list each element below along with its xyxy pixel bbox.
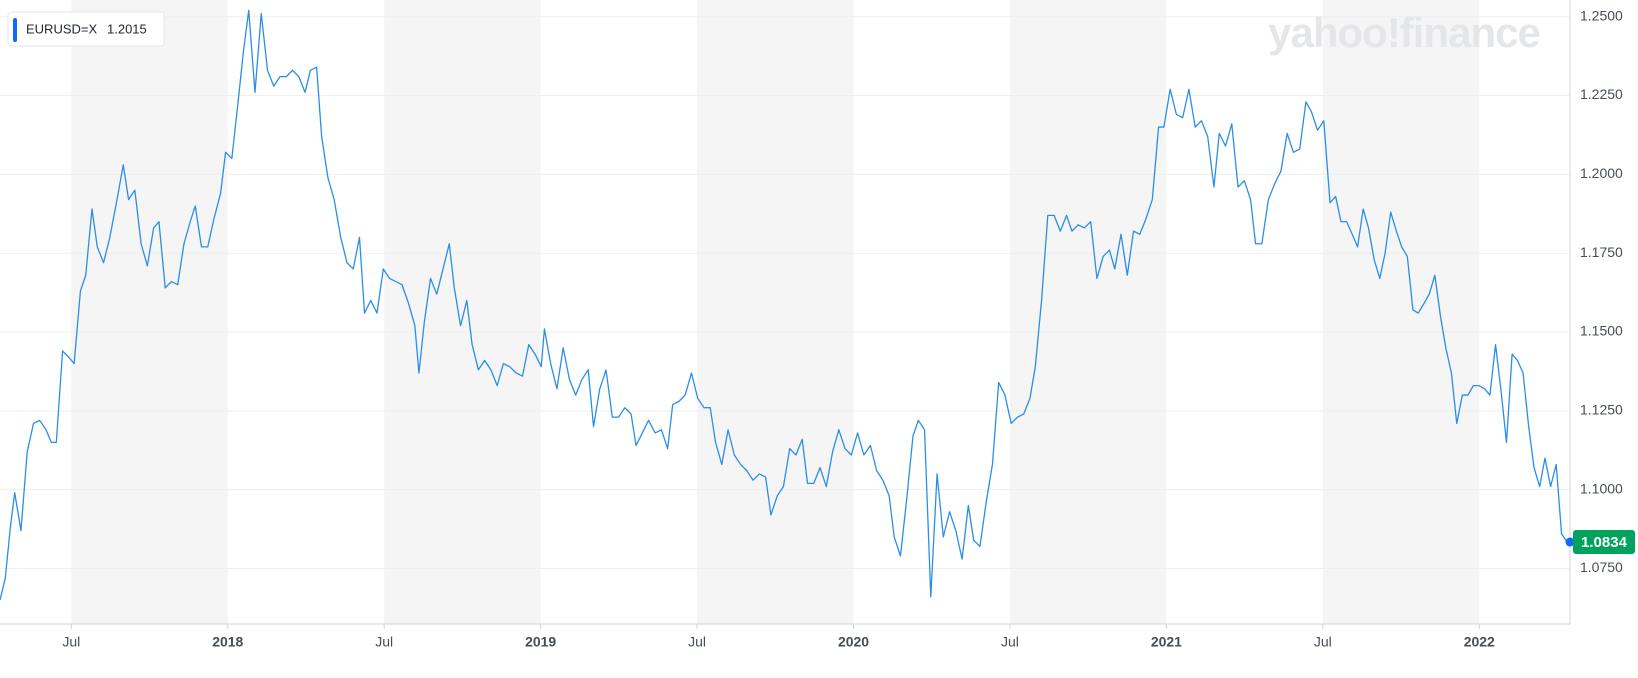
current-price-badge xyxy=(1573,530,1635,555)
x-tick-label: 2018 xyxy=(212,634,243,650)
plot: 1.0834 xyxy=(0,9,1635,601)
x-tick-label: Jul xyxy=(375,634,393,650)
x-tick-label: Jul xyxy=(688,634,706,650)
x-tick-label: Jul xyxy=(1314,634,1332,650)
y-tick-label: 1.1000 xyxy=(1580,480,1623,496)
watermark: yahoo!finance xyxy=(1268,9,1540,56)
legend-box xyxy=(7,11,165,47)
current-price-dot xyxy=(1565,537,1575,547)
legend: EURUSD=X 1.2015 xyxy=(7,11,165,47)
legend-value: 1.2015 xyxy=(107,21,147,36)
shaded-period xyxy=(71,0,228,624)
x-tick-label: 2020 xyxy=(838,634,869,650)
x-tick-label: 2021 xyxy=(1151,634,1182,650)
current-price-label: 1.0834 xyxy=(1581,534,1628,551)
shaded-period xyxy=(384,0,541,624)
period-shading xyxy=(71,0,1480,624)
x-tick-label: Jul xyxy=(1001,634,1019,650)
shaded-period xyxy=(1322,0,1480,624)
x-tick-label: 2022 xyxy=(1464,634,1495,650)
y-tick-label: 1.1250 xyxy=(1580,402,1623,418)
shaded-period xyxy=(697,0,854,624)
y-tick-label: 1.2000 xyxy=(1580,165,1623,181)
y-tick-label: 1.1500 xyxy=(1580,323,1623,339)
shaded-period xyxy=(1009,0,1167,624)
x-tick-label: Jul xyxy=(62,634,80,650)
price-line xyxy=(0,9,1568,601)
y-tick-label: 1.0750 xyxy=(1580,559,1623,575)
legend-name: EURUSD=X xyxy=(26,21,97,36)
grid: 1.0750 1.1000 1.1250 1.1500 1.1750 1.2000 1.22… xyxy=(0,0,1623,650)
legend-swatch xyxy=(13,18,17,42)
y-tick-label: 1.2500 xyxy=(1580,7,1623,23)
y-tick-label: 1.1750 xyxy=(1580,244,1623,260)
x-tick-label: 2019 xyxy=(525,634,556,650)
y-tick-label: 1.2250 xyxy=(1580,86,1623,102)
